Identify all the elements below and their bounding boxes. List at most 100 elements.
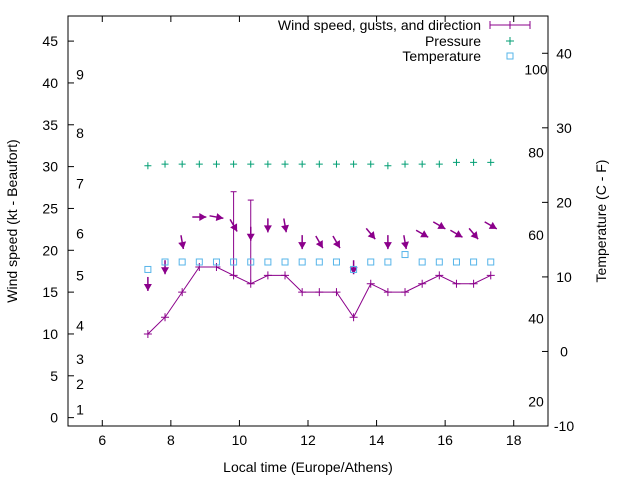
temperature-point [144,265,152,273]
wind-direction-arrowhead [263,225,272,233]
wind-direction-arrowhead [401,241,409,250]
legend-sample-pressure [506,37,514,45]
wind-speed-point [401,288,410,297]
fahrenheit-label: 20 [528,393,544,409]
pressure-point [384,162,392,170]
x-tick-label: 14 [369,432,385,448]
x-axis-label: Local time (Europe/Athens) [223,459,393,475]
wind-direction-arrowhead [488,221,497,229]
wind-speed-point [161,313,170,322]
y-tick-label: 0 [50,410,58,426]
y2-tick-label: 10 [556,269,572,285]
temperature-point [452,258,460,266]
temperature-point [332,258,340,266]
beaufort-label: 4 [76,318,84,334]
pressure-point [161,160,169,168]
pressure-point [212,160,220,168]
legend-sample-wind-point [506,21,514,29]
wind-direction-arrowhead [246,233,255,241]
wind-speed-point [332,288,341,297]
pressure-point [195,160,203,168]
x-tick-label: 6 [98,432,106,448]
temperature-point [315,258,323,266]
pressure-point [350,160,358,168]
y2-tick-label: 0 [560,343,568,359]
wind-speed-point [315,288,324,297]
wind-direction-arrowhead [298,242,307,250]
pressure-point [367,160,375,168]
y-axis-label: Wind speed (kt - Beaufort) [4,139,20,302]
pressure-point [281,160,289,168]
y-tick-label: 15 [42,284,58,300]
temperature-point [401,251,409,259]
pressure-point [247,160,255,168]
pressure-point [332,160,340,168]
wind-speed-point [435,271,444,280]
y2-tick-label: -10 [554,418,574,434]
y-tick-label: 5 [50,368,58,384]
temperature-point [384,258,392,266]
y2-tick-label: 30 [556,120,572,136]
temperature-point [161,258,169,266]
y2-axis-label: Temperature (C - F) [593,160,609,283]
beaufort-label: 8 [76,125,84,141]
x-tick-label: 12 [300,432,316,448]
y-tick-label: 30 [42,159,58,175]
wind-direction-arrowhead [161,267,170,275]
wind-speed-point [366,279,375,288]
wind-direction-arrowhead [367,231,376,240]
wind-speed-point [349,313,358,322]
beaufort-label: 5 [76,267,84,283]
wind-speed-point [418,279,427,288]
wind-speed-point [383,288,392,297]
temperature-point [195,258,203,266]
pressure-point [487,158,495,166]
wind-direction-arrowhead [437,221,446,229]
temperature-point [367,258,375,266]
beaufort-label: 3 [76,351,84,367]
temperature-point [487,258,495,266]
pressure-point [264,160,272,168]
beaufort-label: 1 [76,401,84,417]
beaufort-label: 6 [76,226,84,242]
legend-sample-temperature [506,52,514,60]
wind-speed-point [486,271,495,280]
wind-speed-point [452,279,461,288]
pressure-point [230,160,238,168]
y-tick-label: 35 [42,117,58,133]
y-tick-label: 45 [42,33,58,49]
legend: Wind speed, gusts, and direction Pressur… [278,17,481,64]
beaufort-label: 9 [76,67,84,83]
legend-label-pressure: Pressure [425,33,481,49]
pressure-point [452,158,460,166]
fahrenheit-label: 60 [528,227,544,243]
x-tick-label: 10 [232,432,248,448]
beaufort-label: 7 [76,175,84,191]
fahrenheit-label: 40 [528,311,544,327]
wind-direction-arrowhead [420,230,429,238]
y2-tick-label: 20 [556,194,572,210]
wind-direction-arrowhead [315,240,323,249]
y-tick-label: 25 [42,200,58,216]
wind-speed-point [143,329,152,338]
wind-speed-point [281,271,290,280]
wind-speed-point [178,288,187,297]
temperature-point [264,258,272,266]
x-tick-label: 8 [167,432,175,448]
pressure-point [315,160,323,168]
temperature-point [418,258,426,266]
temperature-point [281,258,289,266]
temperature-point [212,258,220,266]
fahrenheit-label: 80 [528,144,544,160]
beaufort-label: 2 [76,376,84,392]
wind-direction-arrowhead [454,230,463,238]
pressure-point [298,160,306,168]
plot-frame [67,15,549,427]
x-tick-label: 16 [437,432,453,448]
y-tick-label: 20 [42,242,58,258]
y-tick-label: 40 [42,75,58,91]
temperature-point [230,258,238,266]
wind-speed-point [195,263,204,272]
x-tick-label: 18 [506,432,522,448]
